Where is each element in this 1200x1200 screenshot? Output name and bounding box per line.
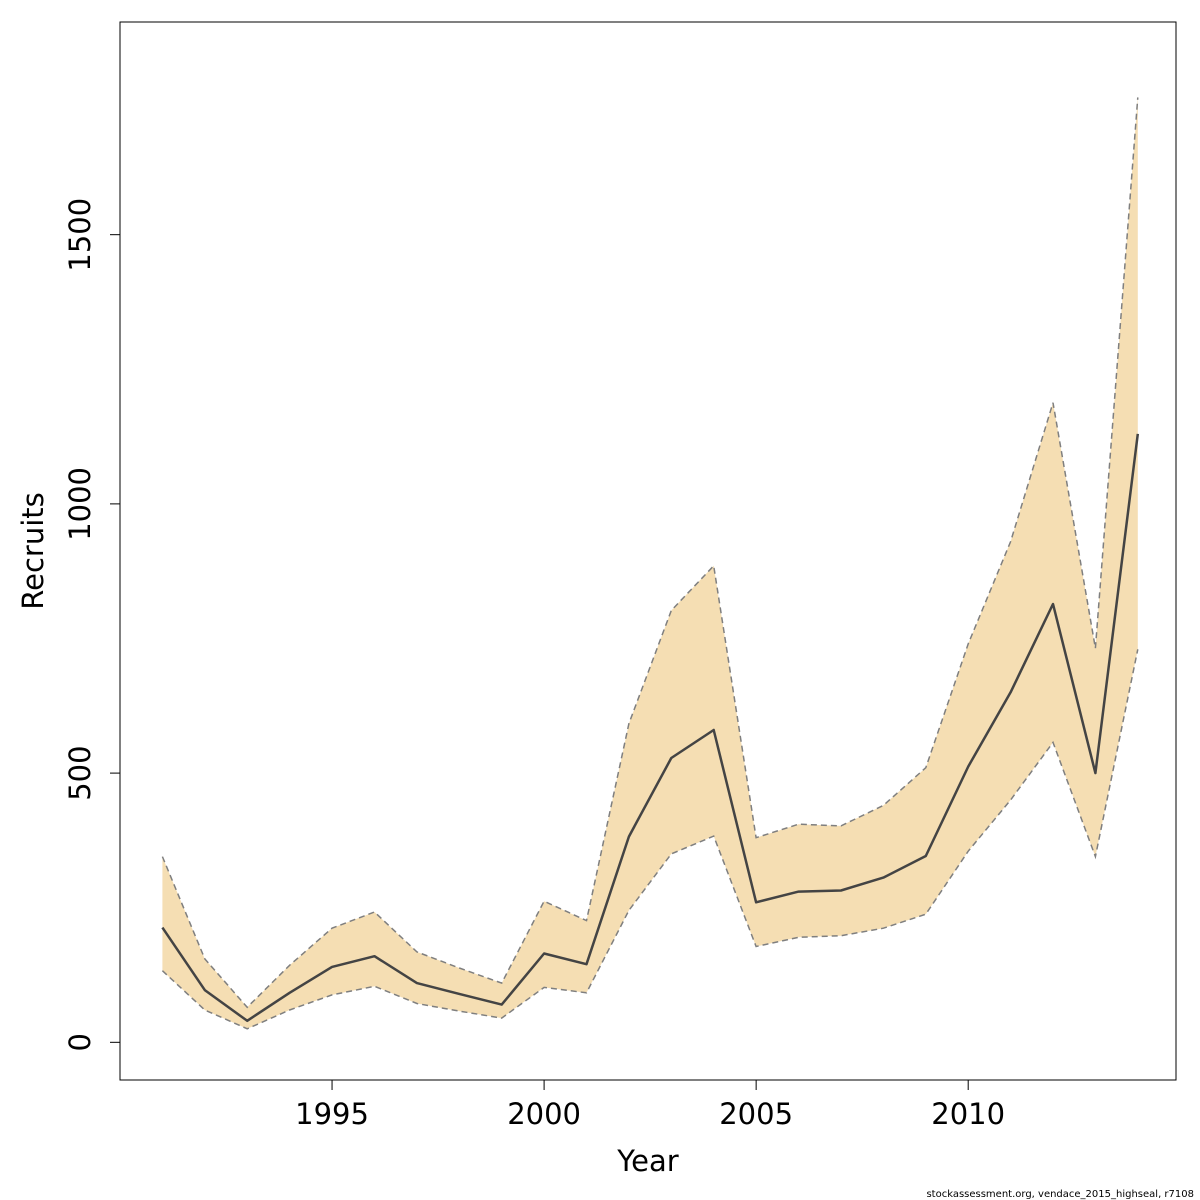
y-axis: 0 500 1000 1500: [63, 198, 120, 1052]
plot-frame: [119, 21, 1177, 1081]
confidence-band-layer: [161, 97, 1139, 1030]
estimate-line: [161, 433, 1140, 1023]
x-tick-label: 2005: [719, 1097, 793, 1131]
upper-bound-line: [161, 97, 1139, 1009]
y-tick-label: 1500: [63, 198, 97, 272]
x-tick-label: 1995: [295, 1097, 369, 1131]
y-tick-label: 500: [63, 745, 97, 800]
y-tick-label: 1000: [63, 467, 97, 541]
source-footnote: stockassessment.org, vendace_2015_highse…: [926, 1189, 1194, 1200]
y-tick-label: 0: [63, 1033, 97, 1051]
x-tick-label: 2010: [931, 1097, 1005, 1131]
estimate-line-layer: [161, 433, 1140, 1023]
y-axis-title: Recruits: [16, 492, 50, 609]
x-axis-title: Year: [616, 1144, 678, 1178]
x-tick-label: 2000: [507, 1097, 581, 1131]
x-axis: 1995 2000 2005 2010: [295, 1080, 1005, 1131]
confidence-band: [162, 97, 1138, 1029]
lower-bound-line: [161, 649, 1139, 1030]
